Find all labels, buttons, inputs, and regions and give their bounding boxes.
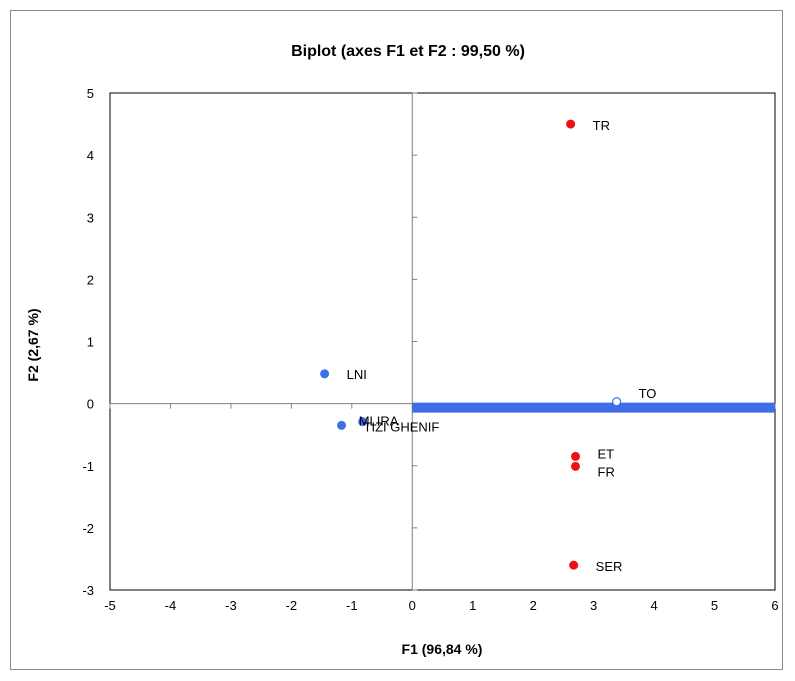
chart-title: Biplot (axes F1 et F2 : 99,50 %) xyxy=(291,43,525,60)
data-point xyxy=(358,417,368,427)
x-tick-label: -3 xyxy=(225,598,237,613)
x-axis-title: F1 (96,84 %) xyxy=(402,641,483,657)
y-tick-label: -3 xyxy=(82,583,94,598)
x-tick-label: -1 xyxy=(346,598,358,613)
data-point-label: FR xyxy=(598,464,615,479)
x-tick-label: -4 xyxy=(165,598,177,613)
y-tick-label: 4 xyxy=(87,148,94,163)
x-tick-label: 0 xyxy=(409,598,416,613)
data-point-label: ET xyxy=(598,446,615,461)
x-tick-label: 6 xyxy=(771,598,778,613)
data-point xyxy=(337,420,347,430)
x-tick-label: 1 xyxy=(469,598,476,613)
plot-border xyxy=(109,92,776,591)
y-tick-label: 3 xyxy=(87,210,94,225)
y-tick-label: 2 xyxy=(87,272,94,287)
y-tick-label: 0 xyxy=(87,397,94,412)
supplementary-point xyxy=(612,397,622,407)
plot-area: -5 -4 -3 -2 -1 0 1 2 3 4 5 6-3-2-1012345TOLNIMLIRAT… xyxy=(82,86,778,613)
x-tick-label: 3 xyxy=(590,598,597,613)
y-axis-title: F2 (2,67 %) xyxy=(25,308,41,381)
chart-frame xyxy=(10,10,783,670)
y-tick-label: -2 xyxy=(82,521,94,536)
data-point-label: MLIRA xyxy=(359,414,399,429)
data-point-label: LNI xyxy=(347,367,367,382)
supplementary-point-label: TO xyxy=(639,386,657,401)
x-tick-label: 5 xyxy=(711,598,718,613)
data-point-label: SER xyxy=(596,559,623,574)
x-tick-label: -5 xyxy=(104,598,116,613)
data-point-label: TR xyxy=(593,118,610,133)
x-tick-label: -2 xyxy=(286,598,298,613)
data-point xyxy=(320,369,330,379)
data-point xyxy=(571,461,580,471)
y-tick-label: 1 xyxy=(87,335,94,350)
data-point xyxy=(569,560,579,570)
y-tick-label: 5 xyxy=(87,86,94,101)
data-point xyxy=(566,119,576,129)
x-tick-label: 2 xyxy=(530,598,537,613)
x-tick-label: 4 xyxy=(650,598,657,613)
data-point xyxy=(571,451,580,461)
y-tick-label: -1 xyxy=(82,459,94,474)
data-point-label: TIZI GHENIF xyxy=(364,419,440,434)
